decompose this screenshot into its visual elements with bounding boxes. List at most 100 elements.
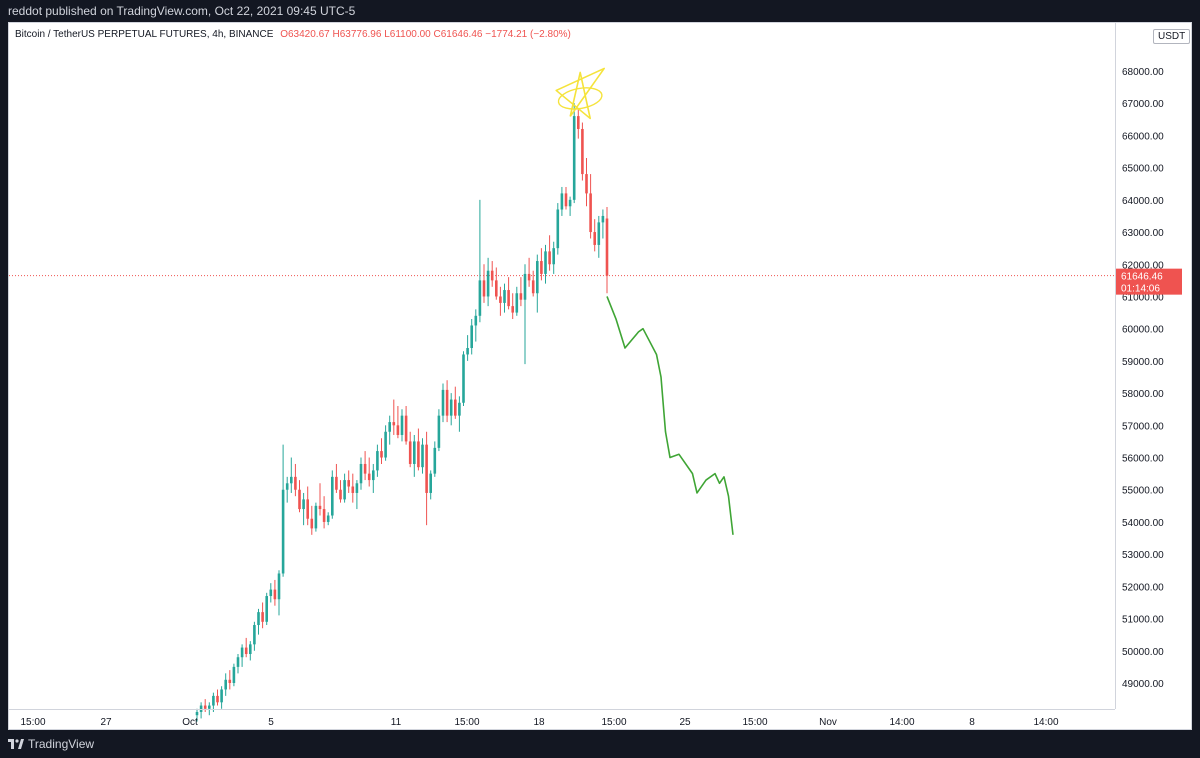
candle-body xyxy=(269,589,273,597)
candle-body xyxy=(482,280,486,297)
candle-body xyxy=(572,116,576,200)
chart-panel[interactable]: Bitcoin / TetherUS PERPETUAL FUTURES, 4h… xyxy=(8,22,1192,730)
candle-body xyxy=(441,389,445,416)
candle-body xyxy=(208,705,211,709)
candle-body xyxy=(220,689,223,703)
candle-body xyxy=(322,509,326,522)
projection-drawing[interactable] xyxy=(606,296,734,535)
candle-body xyxy=(564,193,568,207)
x-tick-label: 8 xyxy=(969,717,975,728)
tradingview-logo-icon xyxy=(8,739,24,749)
candle-body xyxy=(310,518,314,529)
candle-body xyxy=(523,273,527,300)
x-tick-label: Nov xyxy=(819,717,837,728)
x-tick-label: 27 xyxy=(100,717,112,728)
candle-body xyxy=(339,489,342,500)
y-tick-label: 55000.00 xyxy=(1122,486,1164,497)
candle-body xyxy=(577,116,580,129)
candle-body xyxy=(232,666,236,683)
candle-body xyxy=(376,451,379,471)
legend-high: H63776.96 xyxy=(332,29,382,40)
legend-change: −1774.21 (−2.80%) xyxy=(485,29,571,40)
candle-body xyxy=(556,209,560,249)
candle-body xyxy=(548,251,551,265)
candle-body xyxy=(458,402,461,416)
candle-body xyxy=(355,483,359,493)
x-tick-label: 5 xyxy=(268,717,274,728)
candle-body xyxy=(331,476,334,516)
candle-body xyxy=(474,315,478,326)
candle-body xyxy=(560,193,564,210)
symbol-title: Bitcoin / TetherUS PERPETUAL FUTURES, 4h… xyxy=(15,29,274,40)
candle-body xyxy=(544,251,547,274)
candle-body xyxy=(281,489,285,574)
candle-body xyxy=(392,422,396,426)
y-tick-label: 66000.00 xyxy=(1122,131,1164,142)
legend-open: O63420.67 xyxy=(280,29,330,40)
current-price-label xyxy=(1116,268,1182,295)
x-tick-label: 25 xyxy=(679,717,691,728)
candle-body xyxy=(277,573,281,600)
candle-body xyxy=(507,290,510,307)
candle-body xyxy=(380,451,383,458)
tradingview-brand[interactable]: TradingView xyxy=(8,737,94,751)
candle-body xyxy=(224,679,227,690)
candle-body xyxy=(290,476,293,484)
candle-body xyxy=(470,325,473,349)
candle-body xyxy=(351,486,355,493)
candle-body xyxy=(195,711,199,716)
time-axis[interactable]: 15:00 27 Oct 5 11 15:00 18 15:00 25 15:00 Nov 14:00… xyxy=(9,709,1115,729)
candle-body xyxy=(367,473,371,481)
x-tick-label: 15:00 xyxy=(742,717,767,728)
candle-body xyxy=(203,705,207,709)
currency-badge[interactable]: USDT xyxy=(1153,29,1191,44)
candle-body xyxy=(425,444,428,493)
y-tick-label: 58000.00 xyxy=(1122,389,1164,400)
y-tick-label: 61000.00 xyxy=(1122,292,1164,303)
candle-body xyxy=(445,389,449,416)
x-tick-label: 11 xyxy=(391,717,402,728)
star-drawing[interactable] xyxy=(555,67,605,120)
y-tick-label: 50000.00 xyxy=(1122,647,1164,658)
x-tick-label: 18 xyxy=(533,717,545,728)
candle-body xyxy=(478,280,482,316)
candle-body xyxy=(343,480,346,500)
y-tick-label: 63000.00 xyxy=(1122,228,1164,239)
candle-body xyxy=(515,293,519,313)
candle-body xyxy=(495,280,498,297)
footer-bar: TradingView xyxy=(0,730,1200,758)
price-axis[interactable]: 49000.00 50000.00 51000.00 52000.00 53000.00… xyxy=(1115,23,1191,709)
candle-body xyxy=(499,296,502,303)
candle-body xyxy=(199,705,203,712)
candle-body xyxy=(400,415,404,435)
candle-body xyxy=(466,348,469,355)
y-tick-label: 51000.00 xyxy=(1122,615,1164,626)
candle-body xyxy=(249,644,252,655)
y-tick-label: 53000.00 xyxy=(1122,550,1164,561)
candle-body xyxy=(396,425,400,435)
symbol-legend: Bitcoin / TetherUS PERPETUAL FUTURES, 4h… xyxy=(15,29,571,40)
candle-body xyxy=(347,480,350,487)
candle-body xyxy=(335,476,338,490)
candle-body xyxy=(490,270,494,281)
legend-close: C61646.46 xyxy=(433,29,483,40)
candle-body xyxy=(298,489,301,510)
candle-body xyxy=(421,444,424,468)
candle-body xyxy=(531,280,535,294)
candle-body xyxy=(568,199,572,207)
price-chart[interactable] xyxy=(9,23,1192,730)
y-tick-label: 62000.00 xyxy=(1122,260,1164,271)
candle-body xyxy=(601,215,605,223)
candle-body xyxy=(527,273,531,281)
candle-body xyxy=(359,463,363,484)
x-tick-label: Oct xyxy=(182,717,198,728)
candle-body xyxy=(285,483,289,490)
y-tick-label: 59000.00 xyxy=(1122,357,1164,368)
y-tick-label: 54000.00 xyxy=(1122,518,1164,529)
candle-body xyxy=(552,248,555,265)
x-tick-label: 15:00 xyxy=(20,717,45,728)
y-tick-label: 68000.00 xyxy=(1122,67,1164,78)
star-drawing-loop xyxy=(557,87,603,110)
y-tick-label: 60000.00 xyxy=(1122,325,1164,336)
candle-body xyxy=(318,505,322,510)
